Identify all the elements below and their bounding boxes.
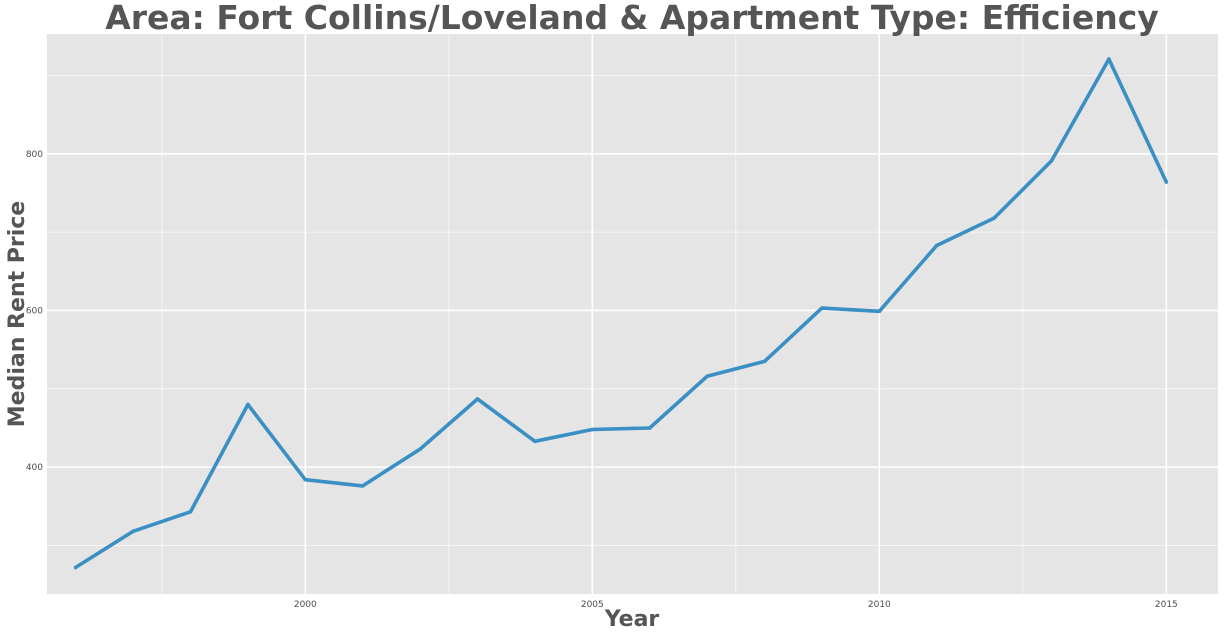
plot-panel [47,34,1218,594]
data-point [73,565,78,570]
x-tick-label: 2010 [868,600,891,610]
data-point [992,216,996,220]
x-tick-label: 2005 [581,600,604,610]
data-point [1049,159,1054,163]
data-point [1164,180,1169,184]
x-tick-labels: 2000 2005 2010 2015 [294,600,1178,610]
series-layer [73,57,1169,570]
chart-title: Area: Fort Collins/Loveland & Apartment … [105,0,1159,37]
y-tick-label: 400 [26,463,43,473]
data-point [533,439,537,444]
y-tick-label: 800 [26,150,43,160]
data-point [705,374,709,379]
data-point [647,426,652,430]
data-point [418,447,422,451]
y-axis-title: Median Rent Price [5,201,30,427]
data-point [590,427,595,432]
data-point [303,477,308,482]
y-tick-labels: 400 600 800 [26,150,43,473]
series-line [73,57,1169,570]
data-point [360,484,365,488]
x-axis-title: Year [604,607,660,632]
major-gridlines [47,34,1218,594]
y-tick-label: 600 [26,306,43,316]
data-point [877,309,882,314]
data-point [475,397,480,401]
minor-gridlines [47,34,1218,594]
data-point [131,529,135,534]
data-point [934,243,939,248]
data-point [762,359,767,364]
data-point [188,509,193,514]
data-point [1107,57,1111,61]
data-point [246,402,250,407]
x-tick-label: 2015 [1155,600,1178,610]
x-tick-label: 2000 [294,600,317,610]
data-point [820,306,824,310]
